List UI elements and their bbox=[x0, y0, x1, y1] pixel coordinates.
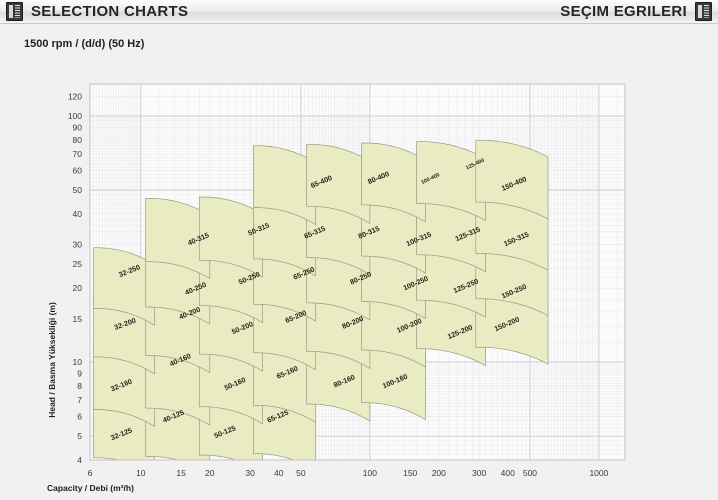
x-tick-label: 200 bbox=[432, 468, 446, 478]
x-tick-label: 100 bbox=[363, 468, 377, 478]
chart-subtitle: 1500 rpm / (d/d) (50 Hz) bbox=[24, 38, 145, 50]
y-tick-label: 10 bbox=[73, 357, 83, 367]
y-tick-label: 100 bbox=[68, 111, 82, 121]
x-tick-label: 40 bbox=[274, 468, 284, 478]
x-tick-label: 10 bbox=[136, 468, 146, 478]
x-axis-label: Capacity / Debi (m³/h) bbox=[47, 483, 134, 493]
x-tick-label: 30 bbox=[245, 468, 255, 478]
x-tick-label: 400 bbox=[501, 468, 515, 478]
y-tick-label: 80 bbox=[73, 135, 83, 145]
x-tick-label: 500 bbox=[523, 468, 537, 478]
y-tick-label: 30 bbox=[73, 240, 83, 250]
y-tick-label: 25 bbox=[73, 259, 83, 269]
x-axis-ticks: 6 10 15 20 30 40 50 100 150 200 300 400 500 1000 bbox=[88, 468, 609, 478]
y-tick-label: 6 bbox=[77, 412, 82, 422]
selection-chart: 4 5 6 7 8 9 10 15 20 25 30 40 50 60 70 80 90 100 120 6 10 15… bbox=[0, 60, 718, 500]
pump-region-50-315[interactable] bbox=[198, 196, 263, 278]
y-tick-label: 4 bbox=[77, 455, 82, 465]
x-tick-label: 20 bbox=[205, 468, 215, 478]
pump-region-65-400[interactable] bbox=[253, 145, 317, 226]
y-tick-label: 60 bbox=[73, 166, 83, 176]
x-tick-label: 6 bbox=[88, 468, 93, 478]
book-icon bbox=[6, 2, 23, 21]
y-tick-label: 5 bbox=[77, 431, 82, 441]
y-tick-label: 9 bbox=[77, 368, 82, 378]
y-tick-label: 7 bbox=[77, 395, 82, 405]
y-tick-label: 120 bbox=[68, 92, 82, 102]
pump-region-32-250[interactable] bbox=[92, 247, 156, 326]
x-tick-label: 15 bbox=[176, 468, 186, 478]
y-tick-label: 50 bbox=[73, 185, 83, 195]
y-tick-label: 90 bbox=[73, 122, 83, 132]
y-axis-label: Head / Basma Yüksekliği (m) bbox=[47, 302, 57, 418]
pump-region-group bbox=[92, 139, 549, 460]
pump-region-125-400[interactable] bbox=[416, 141, 486, 221]
pump-region-80-400[interactable] bbox=[306, 143, 371, 224]
x-tick-label: 150 bbox=[403, 468, 417, 478]
y-tick-label: 20 bbox=[73, 283, 83, 293]
pump-region-100-400[interactable] bbox=[361, 142, 426, 223]
header-right-group: SEÇIM EGRILERI bbox=[560, 2, 718, 21]
pump-region-150-400[interactable] bbox=[475, 139, 549, 220]
book-icon bbox=[695, 2, 712, 21]
plot-frame bbox=[89, 83, 626, 461]
header-left-group: SELECTION CHARTS bbox=[0, 2, 188, 21]
y-tick-label: 8 bbox=[77, 381, 82, 391]
page-title-en: SELECTION CHARTS bbox=[31, 3, 189, 20]
x-tick-label: 1000 bbox=[589, 468, 608, 478]
pump-region-40-315[interactable] bbox=[145, 198, 211, 279]
page-title-tr: SEÇIM EGRILERI bbox=[560, 3, 687, 20]
x-tick-label: 50 bbox=[296, 468, 306, 478]
y-tick-label: 40 bbox=[73, 209, 83, 219]
x-tick-label: 300 bbox=[472, 468, 486, 478]
y-tick-label: 70 bbox=[73, 149, 83, 159]
app-header: SELECTION CHARTS SEÇIM EGRILERI bbox=[0, 0, 718, 24]
y-tick-label: 15 bbox=[73, 314, 83, 324]
